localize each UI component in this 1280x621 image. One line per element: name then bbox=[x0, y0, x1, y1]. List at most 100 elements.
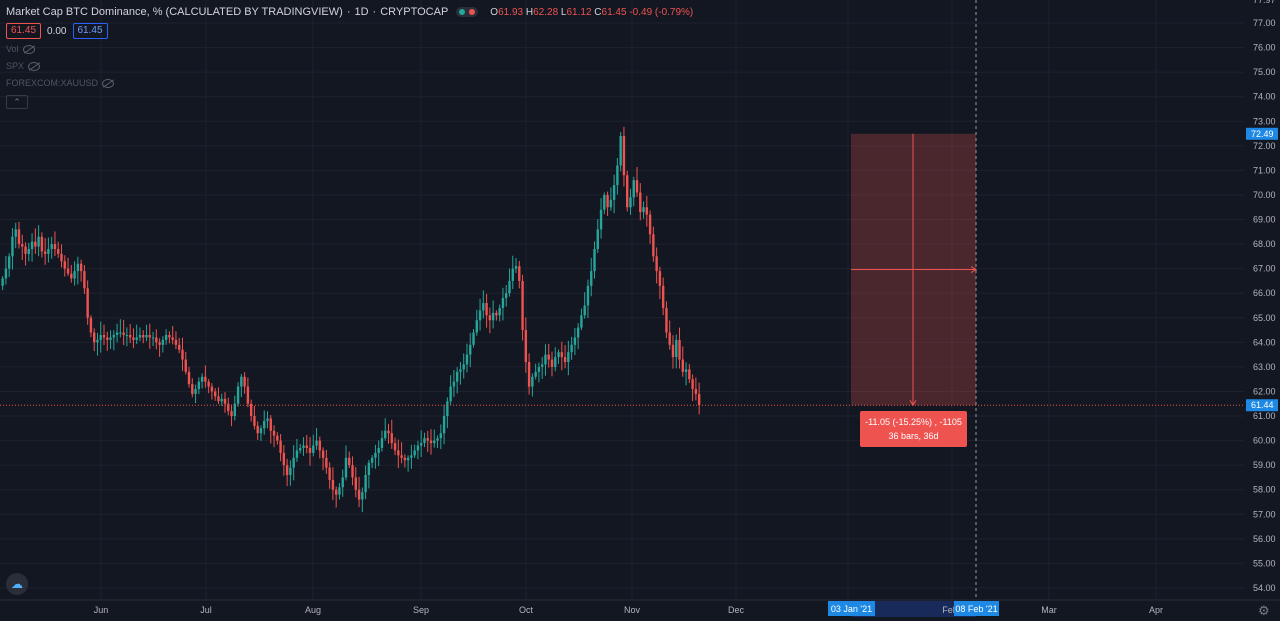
candle-body bbox=[37, 236, 40, 247]
candle-body bbox=[236, 386, 240, 404]
candle-body bbox=[227, 403, 230, 412]
candle-body bbox=[194, 389, 197, 394]
time-label-from: 03 Jan '21 bbox=[831, 604, 872, 614]
candle-body bbox=[429, 440, 433, 444]
candle-body bbox=[527, 362, 531, 387]
price-tick-label: 68.00 bbox=[1253, 239, 1276, 249]
candle-body bbox=[272, 430, 276, 436]
candle-body bbox=[374, 452, 377, 458]
indicator-spx[interactable]: SPX bbox=[6, 61, 41, 71]
candle-body bbox=[282, 452, 286, 466]
interval-label[interactable]: 1D bbox=[354, 6, 369, 18]
candle-body bbox=[210, 386, 214, 392]
indicator-vol[interactable]: Vol bbox=[6, 44, 35, 54]
candle-body bbox=[498, 307, 501, 316]
candle-body bbox=[24, 246, 27, 254]
candle-body bbox=[521, 280, 524, 331]
candle-body bbox=[344, 457, 348, 478]
candle-body bbox=[73, 271, 76, 279]
gear-icon[interactable]: ⚙ bbox=[1258, 603, 1270, 618]
candle-body bbox=[652, 234, 655, 257]
candle-body bbox=[544, 354, 547, 365]
candle-body bbox=[632, 180, 635, 198]
price-tick-label: 54.00 bbox=[1253, 583, 1276, 593]
symbol-title[interactable]: Market Cap BTC Dominance, % (CALCULATED … bbox=[6, 6, 343, 18]
measure-arrow-head bbox=[970, 266, 977, 273]
candle-body bbox=[96, 339, 99, 343]
price-tick-label: 65.00 bbox=[1253, 313, 1276, 323]
candle-body bbox=[694, 389, 698, 394]
price-tick-label: 75.00 bbox=[1253, 67, 1276, 77]
candle-body bbox=[142, 334, 145, 338]
candle-body bbox=[204, 376, 207, 382]
price-tick-label: 55.00 bbox=[1253, 558, 1276, 568]
buy-button[interactable]: 61.45 bbox=[72, 23, 108, 39]
candle-body bbox=[213, 391, 217, 397]
candle-body bbox=[79, 263, 83, 272]
time-tick-label: Feb bbox=[942, 605, 958, 615]
candle-body bbox=[426, 438, 429, 441]
candle-body bbox=[475, 320, 478, 333]
candle-body bbox=[331, 479, 335, 490]
candle-body bbox=[200, 376, 204, 382]
sell-button[interactable]: 61.45 bbox=[6, 23, 42, 39]
candle-body bbox=[403, 457, 407, 461]
candle-body bbox=[668, 332, 671, 345]
candle-body bbox=[122, 332, 125, 335]
indicator-xauusd[interactable]: FOREXCOM:XAUUSD bbox=[6, 78, 115, 88]
eye-off-icon[interactable] bbox=[28, 61, 41, 71]
price-label-top-bg bbox=[1246, 127, 1278, 140]
candle-body bbox=[629, 197, 632, 208]
tradingview-logo-icon[interactable]: ☁ bbox=[6, 573, 28, 595]
candle-body bbox=[400, 455, 403, 458]
time-label-to-bg bbox=[954, 601, 999, 616]
candle-body bbox=[678, 339, 681, 360]
candle-body bbox=[43, 251, 47, 254]
candle-body bbox=[299, 447, 302, 451]
measure-arrow-head bbox=[909, 399, 917, 407]
candle-body bbox=[269, 418, 272, 431]
time-range-highlight bbox=[852, 601, 976, 617]
price-label-current-bg bbox=[1246, 399, 1278, 412]
eye-off-icon[interactable] bbox=[102, 78, 115, 88]
candle-body bbox=[243, 376, 246, 387]
candle-body bbox=[348, 457, 351, 466]
candle-body bbox=[125, 334, 129, 336]
measure-label-box bbox=[860, 411, 967, 447]
candle-body bbox=[76, 263, 80, 272]
price-tick-label: 57.00 bbox=[1253, 509, 1276, 519]
candle-body bbox=[256, 425, 259, 434]
candle-body bbox=[83, 271, 86, 289]
collapse-legend-button[interactable]: ⌃ bbox=[6, 95, 28, 109]
candle-body bbox=[655, 256, 658, 272]
candle-body bbox=[658, 271, 662, 286]
candle-body bbox=[573, 337, 577, 345]
candle-body bbox=[50, 244, 53, 249]
candle-body bbox=[612, 185, 616, 200]
candle-body bbox=[491, 312, 495, 321]
eye-off-icon[interactable] bbox=[22, 44, 35, 54]
candle-body bbox=[665, 307, 668, 333]
price-tick-label: 58.00 bbox=[1253, 485, 1276, 495]
candle-body bbox=[619, 136, 622, 166]
candle-body bbox=[462, 364, 465, 370]
candle-body bbox=[151, 337, 155, 339]
candle-body bbox=[145, 334, 148, 338]
candle-body bbox=[66, 268, 70, 274]
candle-body bbox=[357, 489, 361, 500]
candle-body bbox=[439, 433, 443, 439]
price-label-current: 61.44 bbox=[1251, 400, 1274, 410]
candle-body bbox=[675, 339, 678, 358]
price-axis-bg bbox=[1244, 0, 1280, 600]
market-status-toggle[interactable] bbox=[456, 7, 479, 17]
candle-body bbox=[599, 209, 603, 230]
candle-body bbox=[318, 440, 322, 451]
price-tick-label: 72.00 bbox=[1253, 141, 1276, 151]
price-tick-label: 77.00 bbox=[1253, 18, 1276, 28]
candle-body bbox=[240, 376, 243, 387]
candle-body bbox=[449, 386, 452, 402]
candle-body bbox=[181, 349, 184, 360]
candle-body bbox=[191, 384, 194, 394]
candle-body bbox=[53, 244, 57, 249]
